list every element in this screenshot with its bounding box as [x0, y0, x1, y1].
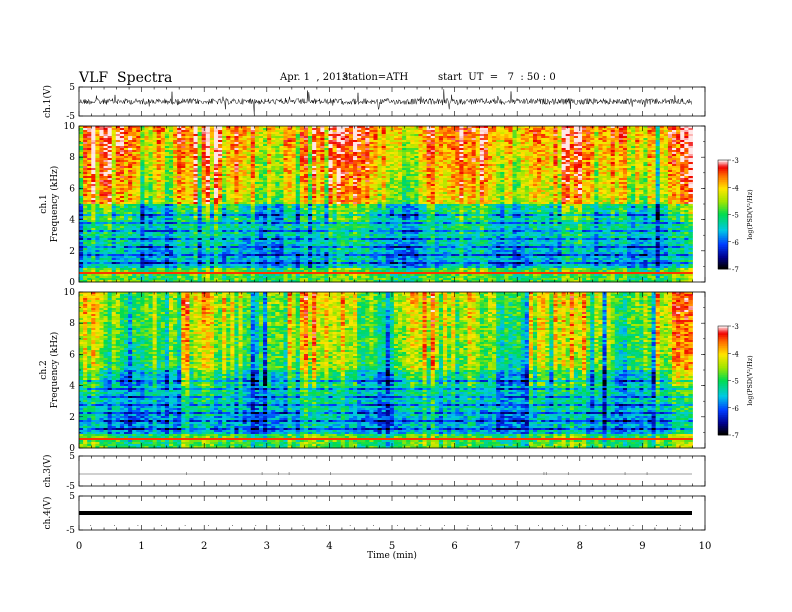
waveform-trace [79, 89, 692, 114]
y-tick-label: -5 [66, 112, 75, 122]
spectrogram-1 [79, 126, 693, 282]
y-tick-label: 5 [69, 83, 75, 93]
ylabel-0: ch.1(V) [42, 85, 53, 118]
waveform-0 [79, 89, 692, 114]
